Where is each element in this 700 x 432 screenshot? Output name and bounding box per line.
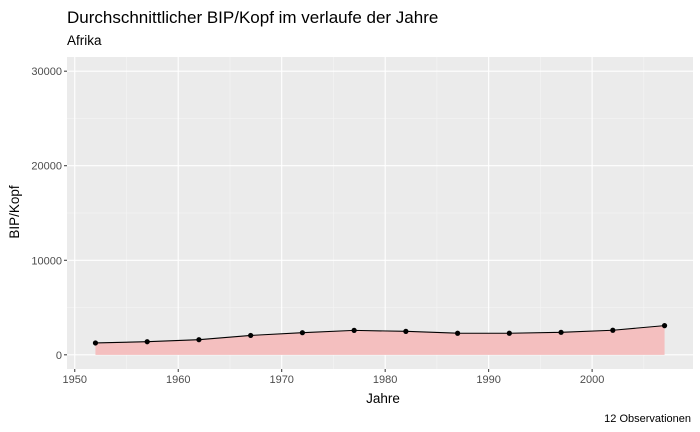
y-tick-label: 0: [56, 350, 62, 362]
x-tick-label: 1970: [269, 374, 293, 386]
data-point: [351, 327, 357, 333]
chart-title: Durchschnittlicher BIP/Kopf im verlaufe …: [67, 8, 438, 27]
data-point: [403, 328, 409, 334]
data-point: [610, 327, 616, 333]
data-point: [196, 337, 202, 343]
y-axis: 0 10000 20000 30000: [31, 66, 67, 362]
data-point: [558, 329, 564, 335]
data-point: [299, 330, 305, 336]
x-tick-label: 1980: [373, 374, 397, 386]
data-point: [661, 323, 668, 329]
data-point: [144, 339, 150, 345]
x-axis: 1950 1960 1970 1980 1990 2000: [63, 369, 604, 386]
data-point: [248, 332, 254, 339]
caption-observations: 12 Observationen: [604, 413, 691, 425]
x-tick-label: 1960: [166, 374, 190, 386]
y-tick-label: 10000: [31, 255, 62, 267]
x-tick-label: 1950: [63, 374, 87, 386]
plot-panel: [67, 57, 693, 369]
chart-subtitle: Afrika: [67, 33, 102, 48]
x-tick-label: 2000: [580, 374, 604, 386]
x-tick-label: 1990: [476, 374, 500, 386]
series-area: [95, 325, 665, 355]
y-tick-label: 20000: [31, 161, 62, 173]
data-point: [455, 330, 461, 336]
y-tick-label: 30000: [31, 66, 62, 78]
series-line: [95, 325, 665, 344]
data-point: [92, 340, 99, 346]
x-axis-title: Jahre: [366, 391, 400, 406]
y-axis-title: BIP/Kopf: [7, 185, 22, 239]
data-point: [506, 330, 512, 336]
